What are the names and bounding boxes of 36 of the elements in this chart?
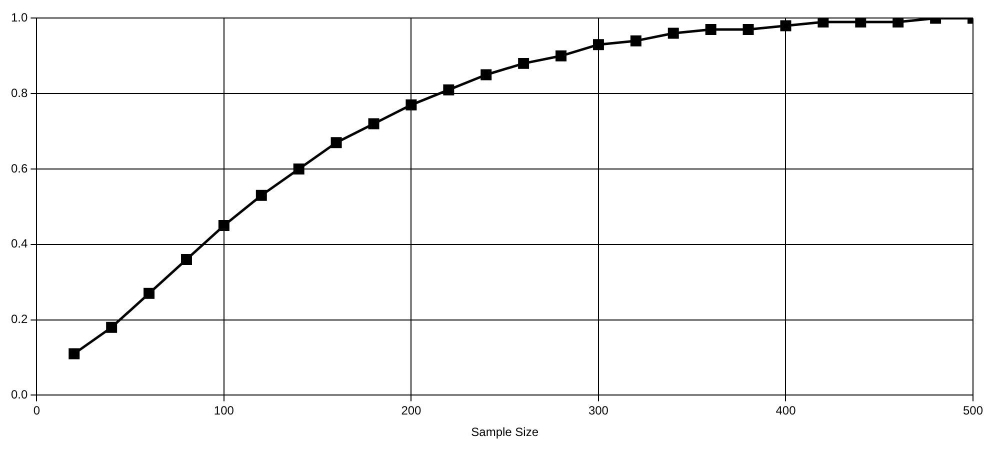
x-tick-label: 500 (962, 404, 984, 418)
point (368, 118, 380, 130)
point (406, 99, 417, 110)
x-tick-label: 0 (33, 404, 40, 418)
point (144, 288, 155, 299)
y-tick-label: 0.0 (10, 388, 28, 402)
point (818, 18, 829, 28)
point (480, 69, 492, 80)
point (181, 254, 192, 265)
point (705, 24, 716, 36)
x-tick-label: 200 (401, 404, 422, 418)
x-tick-label: 400 (776, 404, 796, 418)
point (742, 24, 754, 36)
point (630, 35, 642, 46)
y-tick-label: 1.0 (10, 10, 28, 25)
point (668, 28, 679, 39)
point (293, 164, 304, 174)
x-axis-title: Sample Size (471, 425, 539, 440)
point (443, 84, 454, 96)
point (218, 220, 230, 232)
point (855, 18, 866, 28)
x-tick-label: 100 (214, 404, 234, 418)
point (68, 348, 80, 360)
point (256, 190, 267, 201)
y-tick-label: 0.2 (10, 312, 28, 326)
point (892, 18, 904, 28)
point (518, 58, 530, 69)
y-tick-label: 0.8 (10, 86, 28, 100)
y-tick-label: 0.4 (10, 236, 28, 251)
point (556, 50, 567, 62)
x-tick-label: 300 (588, 404, 609, 418)
point (780, 20, 792, 32)
point (592, 39, 604, 50)
point (330, 137, 342, 148)
point (106, 322, 118, 333)
y-tick-label: 0.6 (10, 161, 28, 176)
